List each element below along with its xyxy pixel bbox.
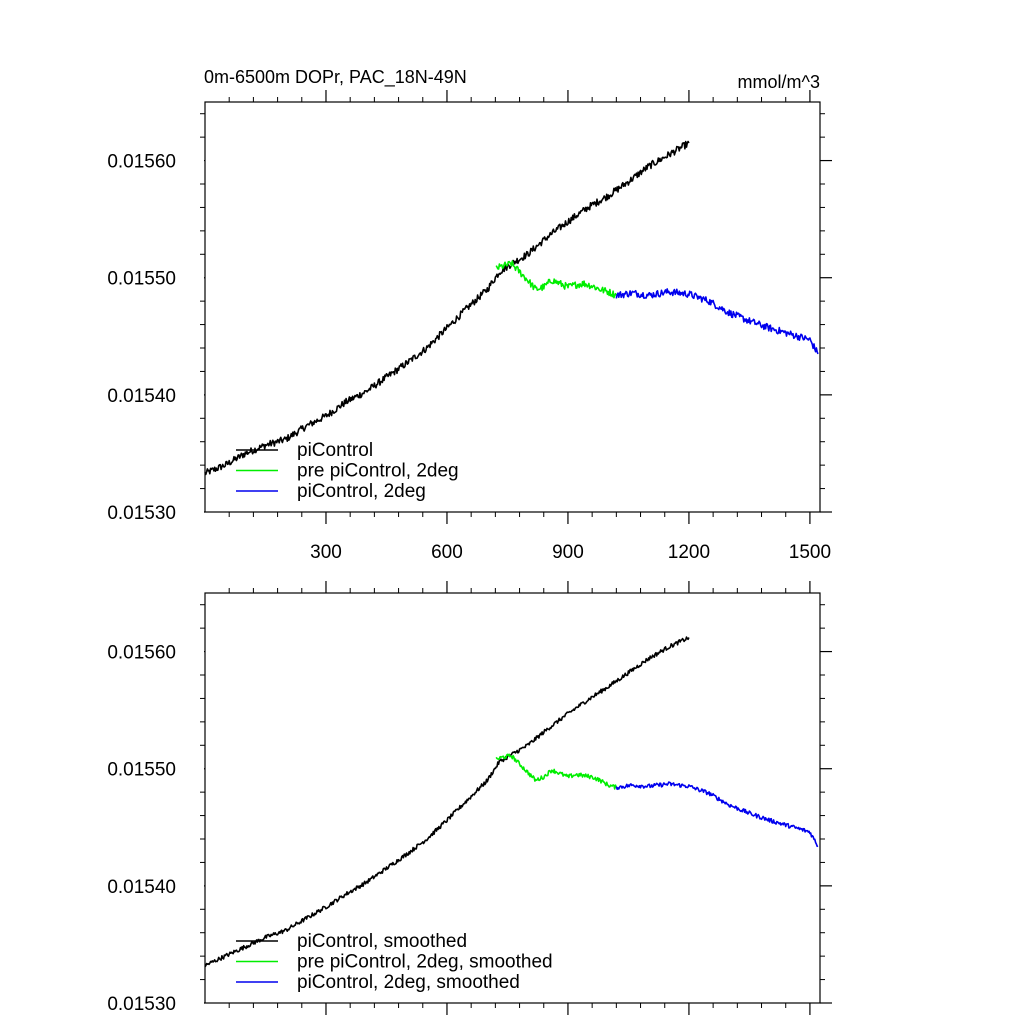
- chart-title: 0m-6500m DOPr, PAC_18N-49N: [204, 67, 467, 88]
- series-line: [495, 753, 618, 790]
- legend-label: pre piControl, 2deg: [297, 461, 459, 482]
- y-tick-label: 0.01560: [107, 152, 176, 173]
- units-label: mmol/m^3: [738, 72, 820, 92]
- plot-frame: [204, 592, 821, 1004]
- series-line: [204, 636, 690, 968]
- series-line: [615, 288, 819, 355]
- legend-label: piControl, smoothed: [297, 931, 467, 952]
- x-tick-label: 900: [552, 542, 584, 563]
- legend-label: pre piControl, 2deg, smoothed: [297, 952, 553, 973]
- y-tick-label: 0.01540: [107, 877, 176, 898]
- bottom-panel: 0.01530 0.01540 0.01550 0.01560 piControl, s…: [107, 581, 832, 1015]
- y-tick-label: 0.01550: [107, 760, 176, 781]
- y-tick-label: 0.01550: [107, 269, 176, 290]
- y-tick-label: 0.01530: [107, 994, 176, 1015]
- series-line: [615, 781, 819, 848]
- legend-label: piControl, 2deg: [297, 481, 426, 502]
- x-tick-label: 1200: [668, 542, 710, 563]
- x-tick-label: 1500: [789, 542, 831, 563]
- x-tick-label: 600: [431, 542, 463, 563]
- x-tick-label: 300: [310, 542, 342, 563]
- y-tick-label: 0.01530: [107, 503, 176, 524]
- series-line: [495, 260, 618, 299]
- y-tick-label: 0.01540: [107, 386, 176, 407]
- y-tick-label: 0.01560: [107, 643, 176, 664]
- top-panel: 0m-6500m DOPr, PAC_18N-49N mmol/m^3 300 6…: [107, 67, 832, 563]
- series-line: [204, 140, 690, 476]
- plot-frame: [204, 101, 821, 513]
- legend-label: piControl, 2deg, smoothed: [297, 972, 520, 993]
- legend-label: piControl: [297, 440, 373, 461]
